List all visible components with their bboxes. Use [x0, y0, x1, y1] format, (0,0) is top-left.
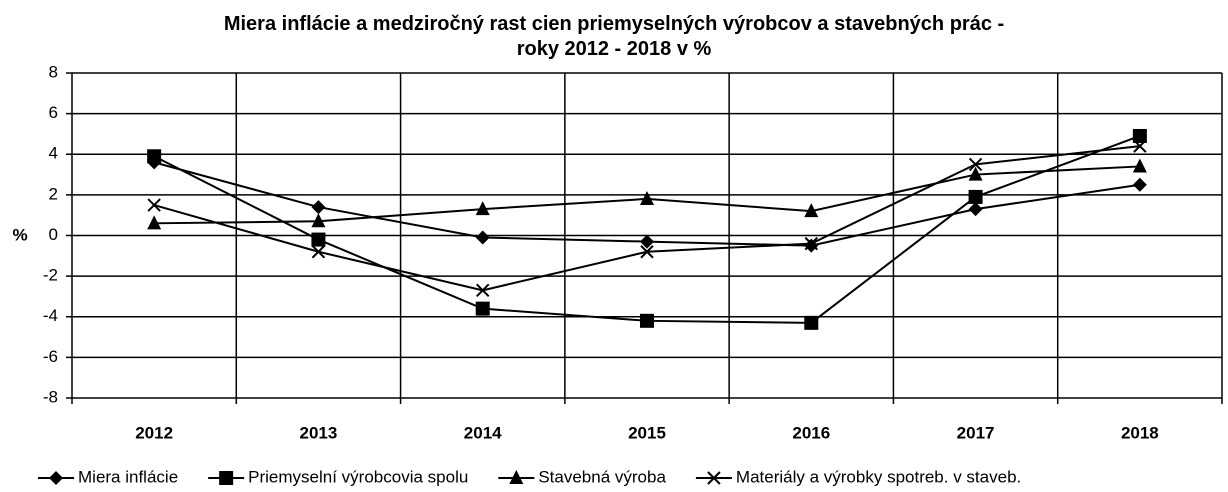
- series-line: [153, 145, 1140, 292]
- y-tick-label: 8: [49, 62, 58, 81]
- y-tick-label: 0: [49, 225, 58, 244]
- marker: [1133, 139, 1147, 153]
- marker: [1132, 128, 1147, 143]
- series-line: [153, 135, 1141, 324]
- marker: [311, 232, 326, 247]
- y-tick-label: -6: [43, 347, 58, 366]
- marker: [968, 202, 983, 217]
- x-tick-label: 2017: [957, 423, 995, 442]
- marker: [49, 471, 63, 485]
- chart-title: Miera inflácie a medziročný rast cien pr…: [223, 13, 1005, 60]
- marker: [219, 471, 234, 485]
- marker: [147, 149, 162, 164]
- marker: [509, 470, 524, 484]
- x-tick-label: 2018: [1121, 423, 1159, 442]
- marker: [968, 157, 983, 172]
- y-tick-label: -2: [43, 266, 58, 285]
- y-tick-label: 6: [49, 103, 58, 122]
- marker: [640, 190, 654, 205]
- y-axis-label: %: [12, 225, 27, 244]
- marker: [1132, 158, 1147, 173]
- marker: [147, 198, 161, 212]
- x-tick-label: 2016: [792, 423, 830, 442]
- marker: [475, 201, 490, 216]
- marker: [707, 471, 721, 485]
- legend-label: Materiály a výrobky spotreb. v staveb.: [736, 467, 1021, 486]
- marker: [640, 313, 654, 328]
- marker: [804, 236, 818, 251]
- legend-label: Miera inflácie: [78, 467, 178, 486]
- y-tick-label: -4: [43, 306, 58, 325]
- marker: [640, 234, 654, 249]
- marker: [311, 213, 326, 228]
- y-tick-label: -8: [43, 387, 58, 406]
- marker: [1132, 177, 1147, 192]
- x-tick-label: 2013: [300, 423, 338, 442]
- marker: [804, 203, 819, 218]
- marker: [640, 245, 654, 259]
- marker: [475, 230, 490, 245]
- marker: [804, 315, 819, 330]
- y-tick-label: 2: [49, 184, 58, 203]
- legend-label: Stavebná výroba: [538, 467, 666, 486]
- y-tick-label: 4: [49, 144, 58, 163]
- marker: [475, 301, 490, 316]
- marker: [311, 245, 326, 259]
- x-tick-label: 2012: [135, 423, 173, 442]
- marker: [968, 189, 983, 204]
- x-tick-label: 2014: [464, 423, 502, 442]
- marker: [476, 283, 490, 298]
- legend-label: Priemyselní výrobcovia spolu: [248, 467, 468, 486]
- marker: [311, 200, 326, 215]
- marker: [147, 215, 162, 230]
- x-tick-label: 2015: [628, 423, 666, 442]
- marker: [968, 166, 983, 181]
